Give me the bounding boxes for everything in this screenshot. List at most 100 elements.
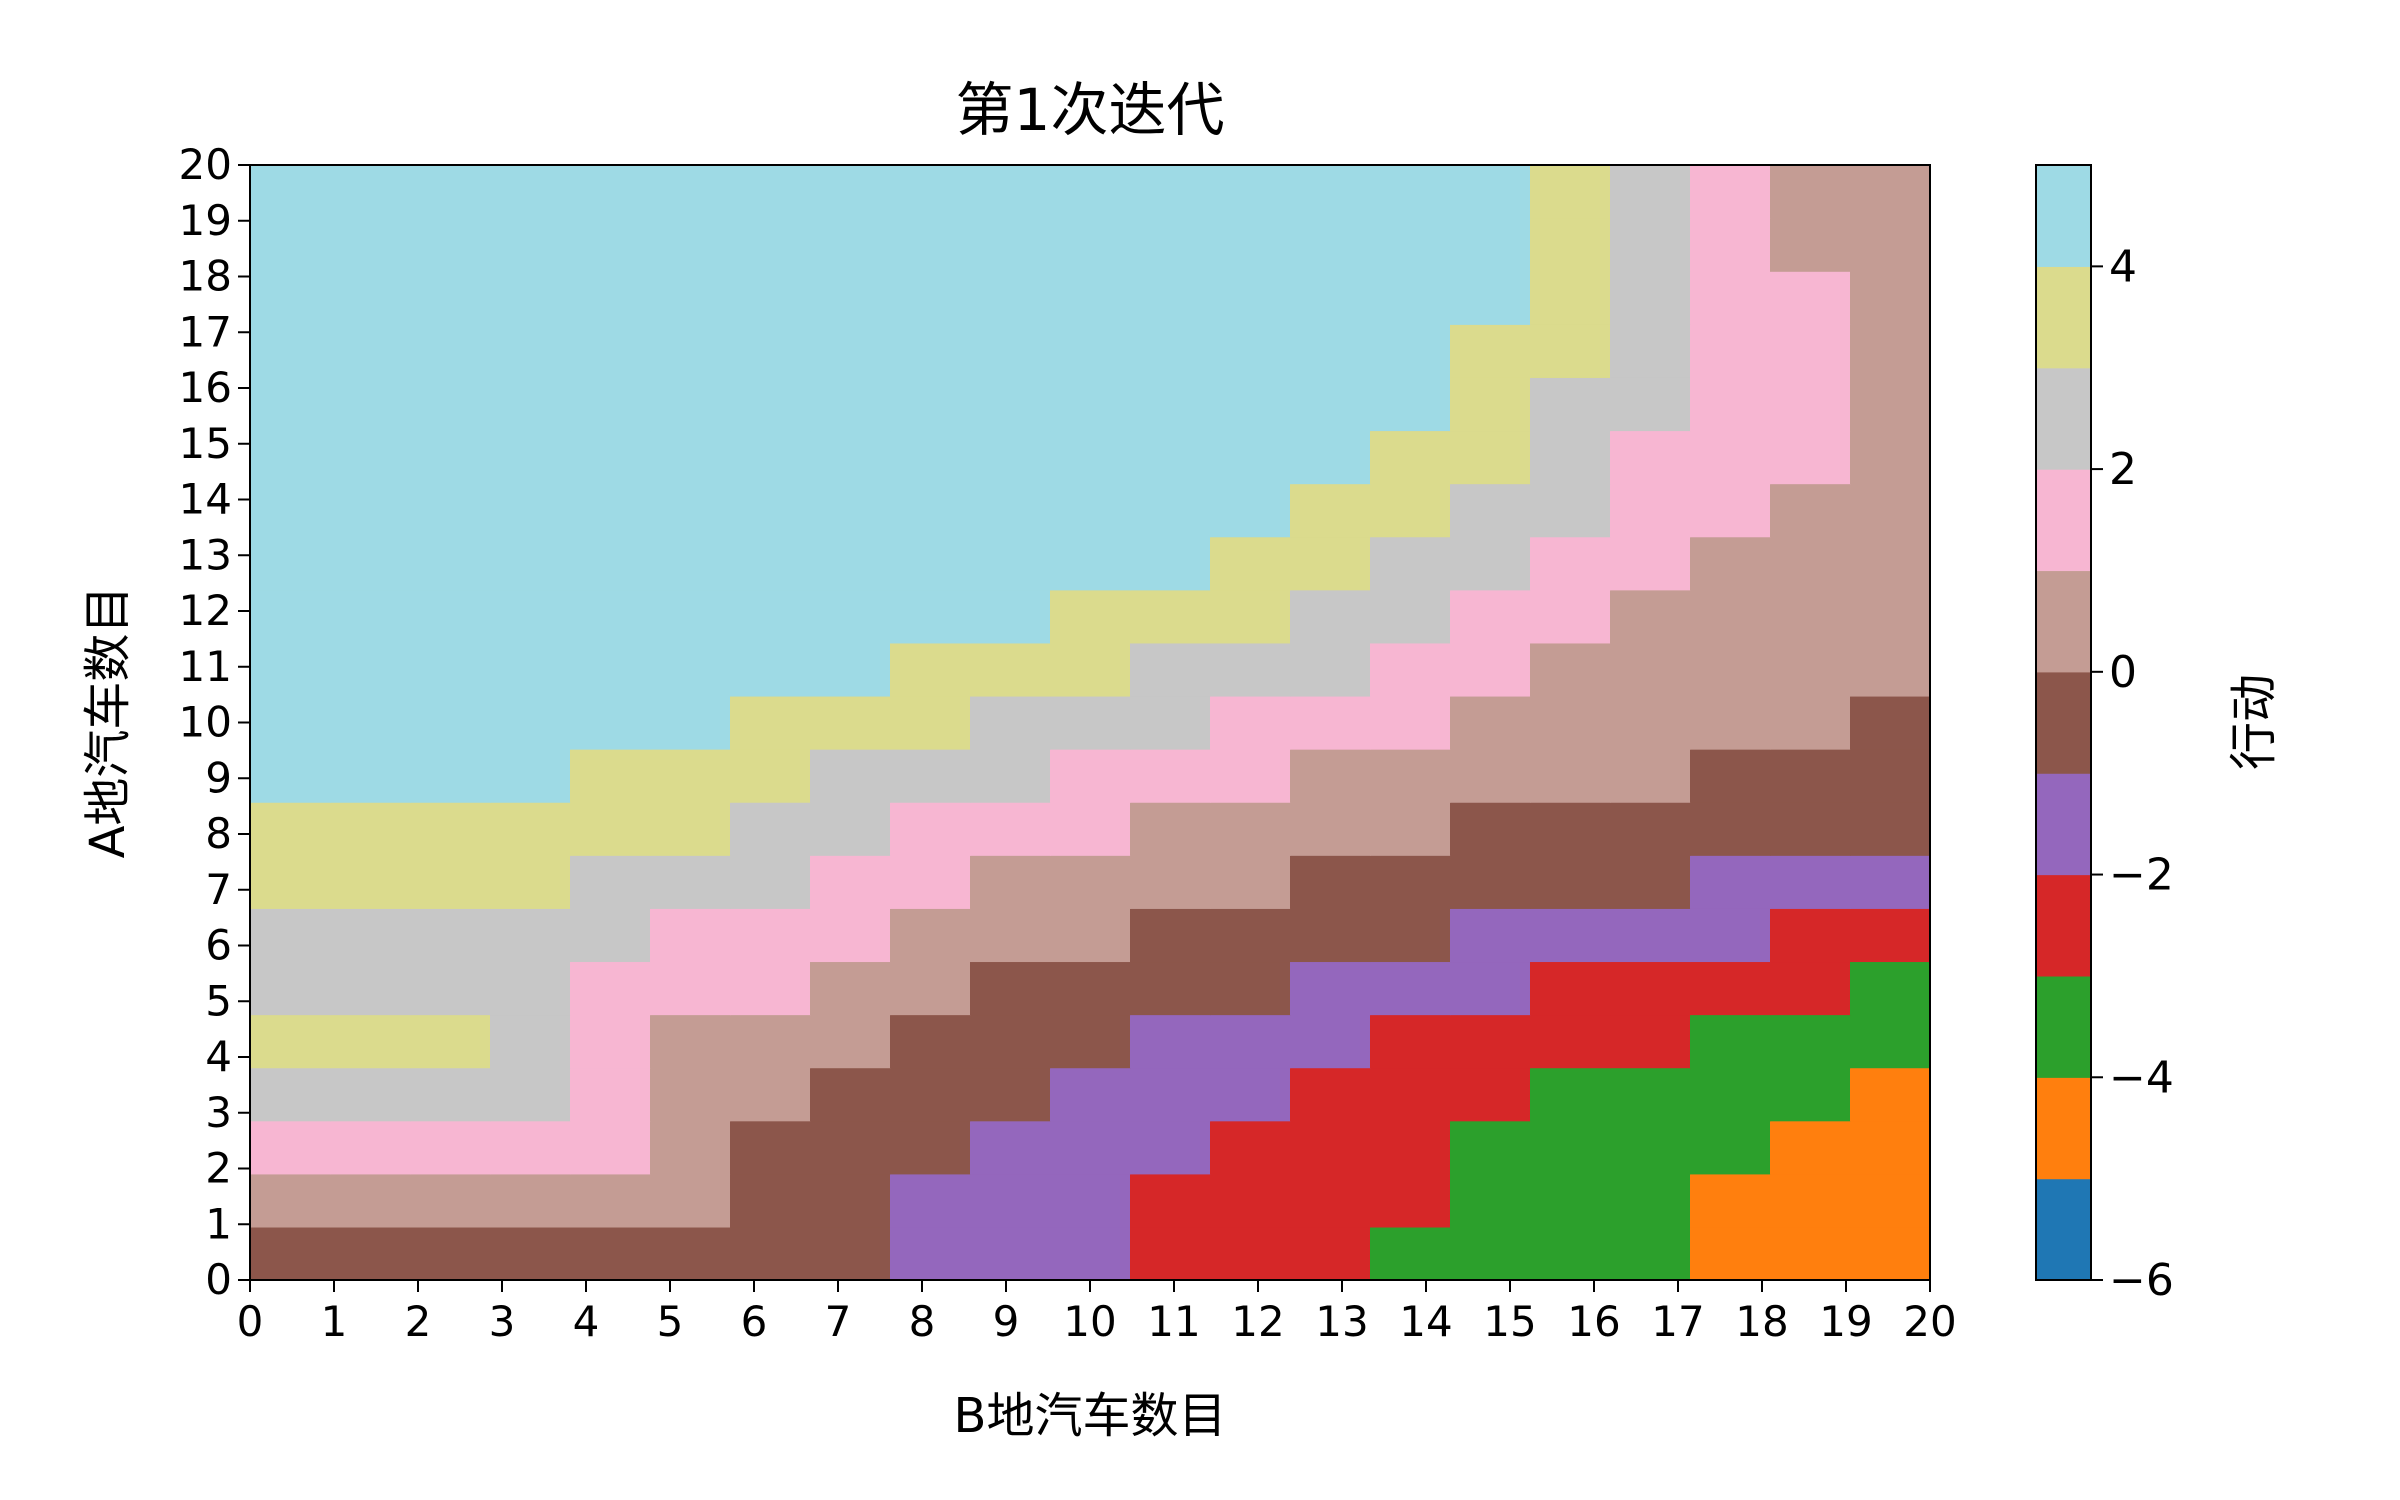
colorbar-label: 行动 xyxy=(2226,674,2282,770)
heatmap-cell xyxy=(490,165,571,219)
heatmap-cell xyxy=(1690,536,1771,591)
heatmap-cell xyxy=(1370,961,1451,1016)
x-tick-label: 9 xyxy=(993,1297,1020,1346)
heatmap-cell xyxy=(1850,218,1931,272)
chart-title: 第1次迭代 xyxy=(956,76,1225,144)
heatmap-cell xyxy=(250,1120,331,1175)
heatmap-cell xyxy=(410,271,491,325)
heatmap-cell xyxy=(890,642,971,697)
heatmap-cell xyxy=(1290,642,1371,697)
heatmap-cell xyxy=(1370,1067,1451,1122)
heatmap-cell xyxy=(810,642,891,697)
heatmap-cell xyxy=(250,802,331,856)
heatmap-cell xyxy=(650,324,731,378)
heatmap-cell xyxy=(330,749,411,803)
heatmap-cell xyxy=(330,1226,411,1281)
heatmap-cell xyxy=(1850,1014,1931,1069)
heatmap-cell xyxy=(1290,802,1371,856)
heatmap-cell xyxy=(1210,802,1291,856)
heatmap-cell xyxy=(1050,695,1131,750)
heatmap-cell xyxy=(650,802,731,856)
heatmap-cell xyxy=(1370,695,1451,750)
heatmap-cell xyxy=(490,271,571,325)
heatmap-cell xyxy=(1290,165,1371,219)
heatmap-cell xyxy=(250,1226,331,1281)
heatmap-cell xyxy=(1370,855,1451,909)
heatmap-cell xyxy=(410,695,491,750)
heatmap-cell xyxy=(730,961,811,1016)
heatmap-cell xyxy=(490,536,571,591)
heatmap-cell xyxy=(1050,430,1131,485)
heatmap-cell xyxy=(1370,589,1451,644)
heatmap-cell xyxy=(410,855,491,909)
heatmap-cell xyxy=(1050,961,1131,1016)
heatmap-cell xyxy=(490,324,571,378)
heatmap-cell xyxy=(1130,324,1211,378)
heatmap-cell xyxy=(330,802,411,856)
heatmap-cell xyxy=(810,271,891,325)
heatmap-cell xyxy=(330,536,411,591)
heatmap-cell xyxy=(1450,218,1531,272)
heatmap-cell xyxy=(570,749,651,803)
heatmap-cell xyxy=(1290,749,1371,803)
heatmap-cell xyxy=(1530,271,1611,325)
heatmap-cell xyxy=(650,377,731,432)
heatmap-cell xyxy=(1850,430,1931,485)
y-tick-label: 11 xyxy=(179,642,232,691)
colorbar-segment xyxy=(2036,874,2091,977)
y-tick-label: 15 xyxy=(179,419,232,468)
heatmap-cell xyxy=(810,483,891,538)
heatmap-cell xyxy=(1450,1226,1531,1281)
heatmap-cell xyxy=(970,749,1051,803)
heatmap-cell xyxy=(250,855,331,909)
heatmap-cell xyxy=(1850,589,1931,644)
heatmap-cell xyxy=(250,589,331,644)
heatmap-cell xyxy=(1290,1067,1371,1122)
heatmap-cell xyxy=(570,1173,651,1228)
heatmap-cell xyxy=(1450,483,1531,538)
colorbar-tick-label: 0 xyxy=(2109,647,2137,698)
heatmap-cell xyxy=(250,324,331,378)
heatmap-cell xyxy=(1210,1226,1291,1281)
heatmap-cell xyxy=(1690,855,1771,909)
heatmap-cell xyxy=(1450,695,1531,750)
heatmap-cell xyxy=(1690,589,1771,644)
heatmap-cell xyxy=(1050,749,1131,803)
heatmap-cell xyxy=(570,1226,651,1281)
heatmap-cell xyxy=(1210,324,1291,378)
heatmap-cell xyxy=(1610,1173,1691,1228)
heatmap-cell xyxy=(1690,271,1771,325)
heatmap-cell xyxy=(970,218,1051,272)
heatmap-cell xyxy=(1450,271,1531,325)
heatmap-cell xyxy=(490,589,571,644)
heatmap-cell xyxy=(1450,1014,1531,1069)
heatmap-cell xyxy=(1690,1120,1771,1175)
heatmap-cell xyxy=(1050,589,1131,644)
heatmap-cell xyxy=(1130,218,1211,272)
heatmap-cell xyxy=(1850,642,1931,697)
heatmap-cell xyxy=(1450,855,1531,909)
y-tick-label: 13 xyxy=(179,530,232,579)
heatmap-cell xyxy=(730,589,811,644)
heatmap-cell xyxy=(890,1067,971,1122)
heatmap-cell xyxy=(1130,908,1211,963)
heatmap-cell xyxy=(250,1067,331,1122)
colorbar-segment xyxy=(2036,367,2091,470)
heatmap-cell xyxy=(1610,377,1691,432)
heatmap-cell xyxy=(650,749,731,803)
heatmap-cell xyxy=(250,271,331,325)
heatmap-cell xyxy=(650,855,731,909)
heatmap-cell xyxy=(1770,324,1851,378)
heatmap-cell xyxy=(1610,1120,1691,1175)
heatmap-cell xyxy=(1850,749,1931,803)
heatmap-cell xyxy=(890,483,971,538)
heatmap-cell xyxy=(330,218,411,272)
heatmap-cell xyxy=(1290,1120,1371,1175)
heatmap-cell xyxy=(890,218,971,272)
heatmap-cell xyxy=(250,1014,331,1069)
heatmap-cell xyxy=(1210,271,1291,325)
heatmap-cell xyxy=(730,271,811,325)
heatmap-cell xyxy=(810,802,891,856)
heatmap-cell xyxy=(1530,855,1611,909)
heatmap-cell xyxy=(1530,1226,1611,1281)
